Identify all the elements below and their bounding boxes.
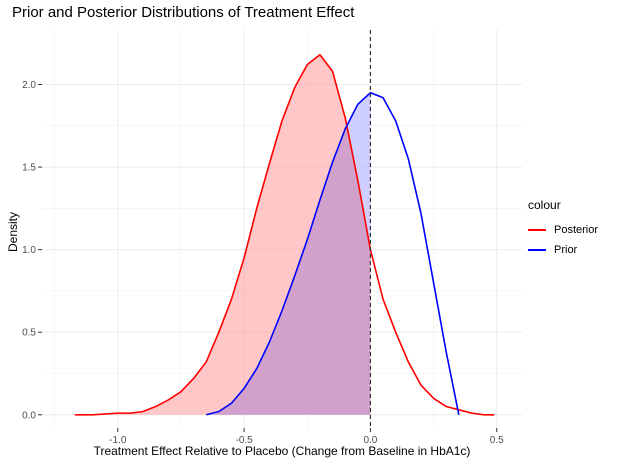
density-lines <box>74 53 495 416</box>
legend-key-posterior <box>528 229 546 231</box>
y-tick-label: 2.0 <box>22 80 36 91</box>
legend: colour Posterior Prior <box>528 198 598 260</box>
x-tick-label: -1.0 <box>109 435 127 446</box>
y-axis-label: Density <box>6 211 20 253</box>
overlap-fill <box>206 127 371 415</box>
posterior-density-line <box>74 53 495 416</box>
y-tick-label: 0.0 <box>22 410 36 421</box>
x-tick-label: -0.5 <box>235 435 253 446</box>
legend-item-prior: Prior <box>528 240 598 260</box>
legend-label-posterior: Posterior <box>554 224 599 236</box>
y-tick-label: 1.5 <box>22 163 36 174</box>
x-tick-label: 0.0 <box>363 435 377 446</box>
legend-item-posterior: Posterior <box>528 220 598 240</box>
y-tick-label: 1.0 <box>22 245 36 256</box>
density-fills <box>74 54 371 415</box>
prior-density-line <box>206 91 460 416</box>
legend-title: colour <box>528 198 561 212</box>
legend-label-prior: Prior <box>554 244 578 256</box>
legend-key-prior <box>528 249 546 251</box>
axis-ticks: -1.0 -0.5 0.0 0.5 0.0 0.5 1.0 1.5 2.0 <box>22 80 504 446</box>
x-tick-label: 0.5 <box>490 435 504 446</box>
y-tick-label: 0.5 <box>22 328 36 339</box>
chart-title: Prior and Posterior Distributions of Tre… <box>12 4 355 21</box>
x-axis-label: Treatment Effect Relative to Placebo (Ch… <box>93 444 471 458</box>
